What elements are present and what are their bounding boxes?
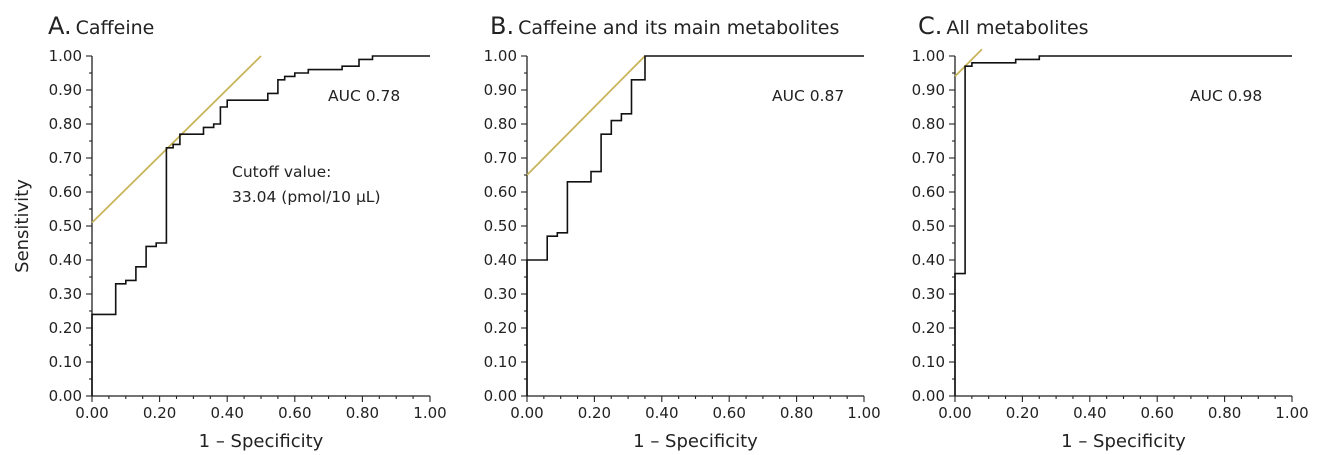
panel-a-title: A. Caffeine bbox=[48, 12, 154, 40]
panel-c-y-tick-label: 0.40 bbox=[912, 251, 945, 269]
panel-c-y-tick-label: 0.90 bbox=[912, 81, 945, 99]
panel-c-y-tick-label: 0.00 bbox=[912, 387, 945, 405]
panel-a-y-tick-label: 0.60 bbox=[49, 183, 82, 201]
panel-c-y-tick-label: 0.80 bbox=[912, 115, 945, 133]
panel-c-x-axis-label: 1 – Specificity bbox=[1061, 431, 1186, 452]
panel-c: C. All metabolites 0.00 0.10 0.20 0.30 0.40 0.5… bbox=[912, 12, 1309, 452]
panel-a-cutoff-annotation: 33.04 (pmol/10 µL) bbox=[232, 188, 381, 206]
panel-a-x-tick-label: 0.20 bbox=[143, 404, 176, 422]
panel-c-roc-curve bbox=[954, 55, 1292, 396]
panel-c-name: All metabolites bbox=[946, 17, 1088, 39]
panel-b-letter: B. bbox=[490, 12, 514, 40]
panel-a-name: Caffeine bbox=[76, 17, 155, 39]
panel-b-auc-label: AUC 0.87 bbox=[772, 87, 844, 105]
panel-a-y-tick-label: 0.00 bbox=[49, 387, 82, 405]
panel-b-y-tick-label: 0.90 bbox=[484, 81, 517, 99]
panel-c-y-tick-label: 0.60 bbox=[912, 183, 945, 201]
panel-c-y-tick-label: 0.50 bbox=[912, 217, 945, 235]
panel-a: A. Caffeine 0.00 0.10 0.20 0.30 0.40 0.50 0.60 0.… bbox=[48, 12, 447, 452]
panel-b-y-tick-label: 0.70 bbox=[484, 149, 517, 167]
panel-b-y-tick-label: 0.30 bbox=[484, 285, 517, 303]
panel-a-y-tick-label: 1.00 bbox=[49, 47, 82, 65]
panel-b-y-tick-label: 0.40 bbox=[484, 251, 517, 269]
panel-a-x-tick-label: 1.00 bbox=[413, 404, 446, 422]
panel-a-y-tick-label: 0.70 bbox=[49, 149, 82, 167]
panel-a-x-tick-label: 0.80 bbox=[346, 404, 379, 422]
panel-b-y-tick-label: 0.60 bbox=[484, 183, 517, 201]
panel-b-x-tick-label: 0.20 bbox=[578, 404, 611, 422]
panel-c-x-tick-label: 1.00 bbox=[1275, 404, 1308, 422]
panel-c-x-tick-label: 0.00 bbox=[938, 404, 971, 422]
panel-c-cutoff-line bbox=[954, 48, 983, 78]
panel-c-y-tick-label: 0.70 bbox=[912, 149, 945, 167]
panel-b-title: B. Caffeine and its main metabolites bbox=[490, 12, 839, 40]
panel-a-x-tick-label: 0.60 bbox=[278, 404, 311, 422]
panel-a-y-tick-label: 0.50 bbox=[49, 217, 82, 235]
panel-c-x-tick-label: 0.20 bbox=[1006, 404, 1039, 422]
panel-b-x-tick-label: 0.00 bbox=[510, 404, 543, 422]
panel-c-auc-label: AUC 0.98 bbox=[1190, 87, 1262, 105]
panel-b-cutoff-line bbox=[526, 55, 646, 176]
panel-c-y-tick-label: 0.10 bbox=[912, 353, 945, 371]
panel-b-x-tick-label: 0.40 bbox=[645, 404, 678, 422]
panel-b-y-tick-label: 0.10 bbox=[484, 353, 517, 371]
panel-c-x-tick-label: 0.80 bbox=[1208, 404, 1241, 422]
panel-b-y-tick-label: 0.50 bbox=[484, 217, 517, 235]
panel-b-y-tick-label: 0.00 bbox=[484, 387, 517, 405]
panel-a-auc-label: AUC 0.78 bbox=[328, 87, 400, 105]
panel-a-x-tick-label: 0.40 bbox=[210, 404, 243, 422]
panel-c-y-tick-label: 1.00 bbox=[912, 47, 945, 65]
panel-a-cutoff-line bbox=[91, 55, 262, 224]
panel-c-y-tick-label: 0.20 bbox=[912, 319, 945, 337]
panel-a-letter: A. bbox=[48, 12, 72, 40]
panel-b-y-tick-label: 0.80 bbox=[484, 115, 517, 133]
panel-a-roc-curve bbox=[91, 55, 430, 396]
panel-a-y-tick-label: 0.10 bbox=[49, 353, 82, 371]
panel-b-y-tick-label: 1.00 bbox=[484, 47, 517, 65]
panel-c-letter: C. bbox=[918, 12, 942, 40]
panel-b: B. Caffeine and its main metabolites0.000… bbox=[484, 12, 881, 452]
panel-a-y-tick-label: 0.20 bbox=[49, 319, 82, 337]
panel-c-x-tick-label: 0.60 bbox=[1140, 404, 1173, 422]
panel-a-y-tick-label: 0.80 bbox=[49, 115, 82, 133]
panel-b-roc-curve bbox=[526, 55, 864, 396]
panel-b-name: Caffeine and its main metabolites bbox=[518, 17, 839, 39]
panel-b-x-tick-label: 0.60 bbox=[712, 404, 745, 422]
y-axis-label: Sensitivity bbox=[12, 179, 33, 273]
panel-b-x-axis-label: 1 – Specificity bbox=[633, 431, 758, 452]
panel-c-y-tick-label: 0.30 bbox=[912, 285, 945, 303]
panel-a-y-tick-label: 0.30 bbox=[49, 285, 82, 303]
panel-c-x-tick-label: 0.40 bbox=[1073, 404, 1106, 422]
panel-b-x-tick-label: 1.00 bbox=[847, 404, 880, 422]
panel-a-x-tick-label: 0.00 bbox=[75, 404, 108, 422]
panel-a-x-axis-label: 1 – Specificity bbox=[199, 431, 324, 452]
panel-b-y-tick-label: 0.20 bbox=[484, 319, 517, 337]
panel-a-y-tick-label: 0.40 bbox=[49, 251, 82, 269]
panel-b-x-tick-label: 0.80 bbox=[780, 404, 813, 422]
panel-c-title: C. All metabolites bbox=[918, 12, 1089, 40]
panel-a-y-tick-label: 0.90 bbox=[49, 81, 82, 99]
panel-a-cutoff-annotation: Cutoff value: bbox=[232, 163, 331, 181]
